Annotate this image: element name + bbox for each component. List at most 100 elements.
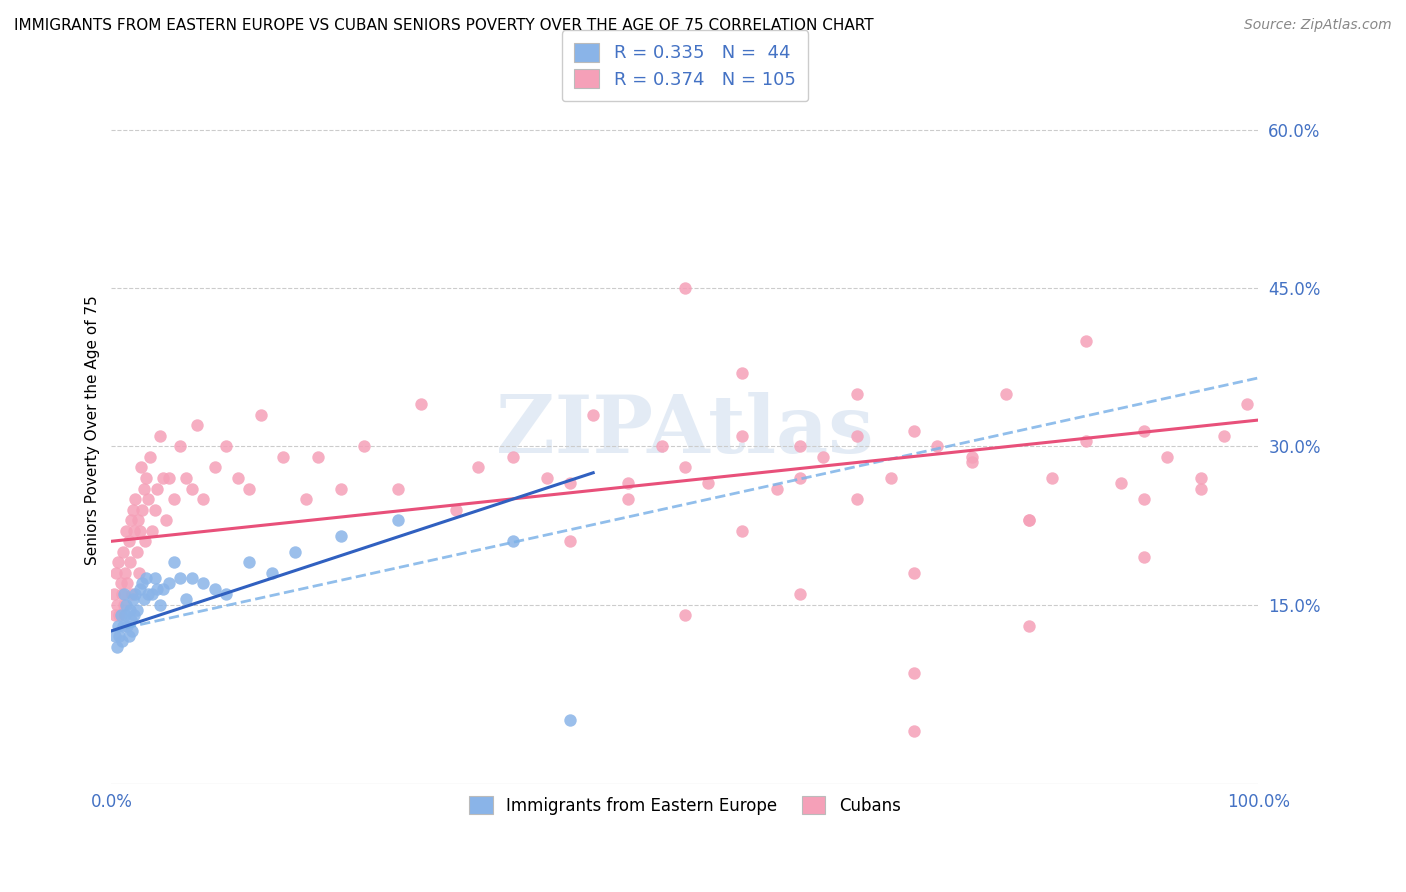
Point	[108, 629, 131, 643]
Point	[1018, 513, 1040, 527]
Point	[616, 476, 638, 491]
Point	[502, 534, 524, 549]
Point	[444, 502, 467, 516]
Point	[467, 460, 489, 475]
Point	[789, 439, 811, 453]
Point	[846, 429, 869, 443]
Point	[880, 471, 903, 485]
Point	[143, 571, 166, 585]
Point	[169, 571, 191, 585]
Point	[110, 576, 132, 591]
Point	[387, 513, 409, 527]
Legend: Immigrants from Eastern Europe, Cubans: Immigrants from Eastern Europe, Cubans	[460, 786, 911, 825]
Point	[903, 724, 925, 739]
Point	[163, 555, 186, 569]
Point	[1076, 434, 1098, 449]
Point	[155, 513, 177, 527]
Point	[846, 386, 869, 401]
Point	[215, 439, 238, 453]
Point	[307, 450, 329, 464]
Point	[124, 524, 146, 538]
Point	[157, 576, 180, 591]
Point	[673, 281, 696, 295]
Point	[135, 471, 157, 485]
Point	[117, 629, 139, 643]
Point	[169, 439, 191, 453]
Point	[105, 566, 128, 580]
Point	[115, 598, 138, 612]
Point	[120, 513, 142, 527]
Point	[111, 618, 134, 632]
Point	[582, 408, 605, 422]
Point	[560, 714, 582, 728]
Point	[121, 624, 143, 638]
Point	[273, 450, 295, 464]
Point	[127, 513, 149, 527]
Text: IMMIGRANTS FROM EASTERN EUROPE VS CUBAN SENIORS POVERTY OVER THE AGE OF 75 CORRE: IMMIGRANTS FROM EASTERN EUROPE VS CUBAN …	[14, 18, 873, 33]
Point	[112, 587, 135, 601]
Point	[103, 587, 125, 601]
Point	[696, 476, 718, 491]
Point	[1018, 513, 1040, 527]
Point	[174, 471, 197, 485]
Point	[146, 482, 169, 496]
Point	[131, 502, 153, 516]
Point	[141, 524, 163, 538]
Point	[135, 571, 157, 585]
Point	[1018, 618, 1040, 632]
Point	[110, 608, 132, 623]
Point	[180, 482, 202, 496]
Point	[1109, 476, 1132, 491]
Point	[329, 482, 352, 496]
Point	[143, 502, 166, 516]
Point	[651, 439, 673, 453]
Point	[163, 492, 186, 507]
Point	[117, 576, 139, 591]
Point	[104, 608, 127, 623]
Point	[114, 566, 136, 580]
Point	[193, 492, 215, 507]
Point	[157, 471, 180, 485]
Point	[129, 582, 152, 596]
Point	[731, 524, 754, 538]
Point	[107, 618, 129, 632]
Point	[1132, 424, 1154, 438]
Point	[104, 629, 127, 643]
Point	[765, 482, 787, 496]
Point	[121, 587, 143, 601]
Point	[129, 460, 152, 475]
Point	[1040, 471, 1063, 485]
Point	[124, 608, 146, 623]
Point	[616, 492, 638, 507]
Point	[673, 460, 696, 475]
Point	[132, 592, 155, 607]
Point	[152, 471, 174, 485]
Point	[152, 582, 174, 596]
Point	[249, 408, 271, 422]
Point	[122, 502, 145, 516]
Point	[560, 476, 582, 491]
Point	[125, 545, 148, 559]
Point	[117, 534, 139, 549]
Point	[731, 366, 754, 380]
Point	[204, 460, 226, 475]
Point	[112, 598, 135, 612]
Point	[284, 545, 307, 559]
Point	[215, 587, 238, 601]
Point	[1189, 471, 1212, 485]
Point	[960, 450, 983, 464]
Point	[146, 582, 169, 596]
Point	[108, 608, 131, 623]
Point	[789, 587, 811, 601]
Point	[128, 566, 150, 580]
Point	[1076, 334, 1098, 348]
Point	[193, 576, 215, 591]
Point	[995, 386, 1018, 401]
Y-axis label: Seniors Poverty Over the Age of 75: Seniors Poverty Over the Age of 75	[86, 296, 100, 566]
Text: ZIPAtlas: ZIPAtlas	[496, 392, 873, 469]
Point	[105, 640, 128, 654]
Point	[811, 450, 834, 464]
Point	[120, 613, 142, 627]
Point	[846, 492, 869, 507]
Point	[1236, 397, 1258, 411]
